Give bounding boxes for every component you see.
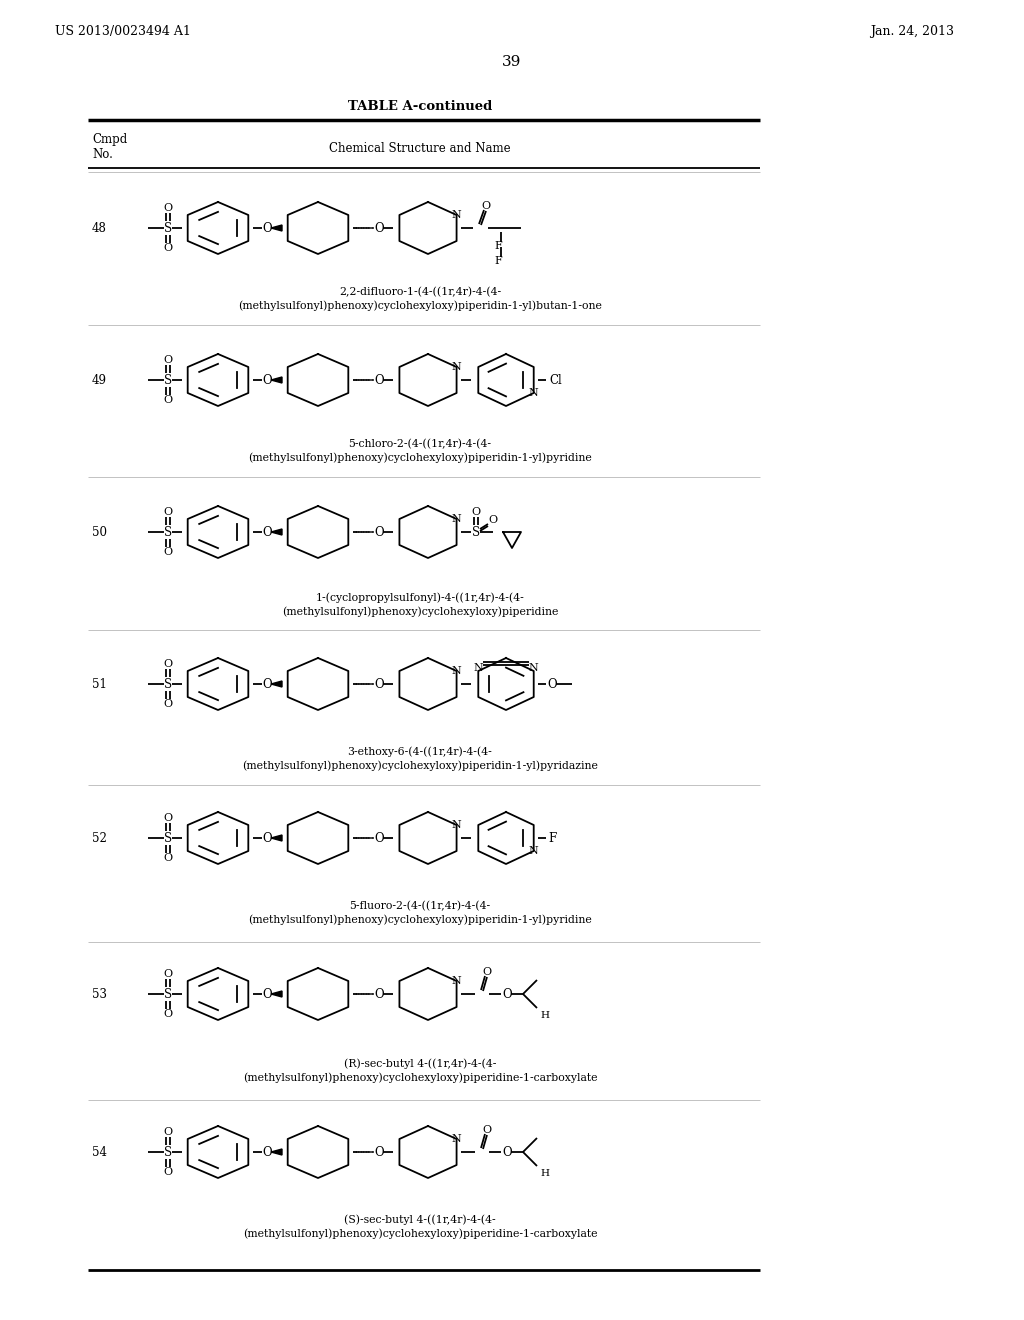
Text: O: O (488, 515, 498, 525)
Text: (methylsulfonyl)phenoxy)cyclohexyloxy)piperidin-1-yl)pyridine: (methylsulfonyl)phenoxy)cyclohexyloxy)pi… (248, 453, 592, 463)
Text: (S)-sec-butyl 4-((1r,4r)-4-(4-: (S)-sec-butyl 4-((1r,4r)-4-(4- (344, 1214, 496, 1225)
Polygon shape (271, 681, 282, 686)
Text: H: H (541, 1170, 550, 1179)
Text: N: N (452, 975, 462, 986)
Text: N: N (452, 667, 462, 676)
Text: O: O (262, 832, 271, 845)
Text: (methylsulfonyl)phenoxy)cyclohexyloxy)piperidin-1-yl)butan-1-one: (methylsulfonyl)phenoxy)cyclohexyloxy)pi… (238, 301, 602, 312)
Text: F: F (495, 242, 502, 251)
Text: No.: No. (92, 149, 113, 161)
Text: O: O (482, 1125, 492, 1135)
Text: 49: 49 (92, 374, 106, 387)
Text: 39: 39 (503, 55, 521, 69)
Text: Chemical Structure and Name: Chemical Structure and Name (329, 141, 511, 154)
Text: S: S (164, 222, 172, 235)
Text: US 2013/0023494 A1: US 2013/0023494 A1 (55, 25, 190, 38)
Text: O: O (482, 968, 492, 977)
Text: 54: 54 (92, 1146, 106, 1159)
Polygon shape (271, 378, 282, 383)
Text: O: O (502, 1146, 512, 1159)
Text: O: O (164, 507, 173, 517)
Polygon shape (271, 529, 282, 535)
Text: 52: 52 (92, 832, 106, 845)
Text: 51: 51 (92, 677, 106, 690)
Text: O: O (164, 395, 173, 405)
Polygon shape (271, 991, 282, 997)
Text: N: N (452, 1134, 462, 1144)
Text: N: N (528, 663, 539, 673)
Text: S: S (164, 525, 172, 539)
Text: O: O (374, 374, 384, 387)
Text: O: O (164, 659, 173, 669)
Text: N: N (452, 820, 462, 830)
Text: N: N (452, 513, 462, 524)
Polygon shape (271, 224, 282, 231)
Text: (methylsulfonyl)phenoxy)cyclohexyloxy)piperidin-1-yl)pyridine: (methylsulfonyl)phenoxy)cyclohexyloxy)pi… (248, 915, 592, 925)
Text: N: N (528, 388, 539, 399)
Text: 5-chloro-2-(4-((1r,4r)-4-(4-: 5-chloro-2-(4-((1r,4r)-4-(4- (348, 438, 492, 449)
Text: O: O (262, 1146, 271, 1159)
Text: (R)-sec-butyl 4-((1r,4r)-4-(4-: (R)-sec-butyl 4-((1r,4r)-4-(4- (344, 1059, 497, 1069)
Text: F: F (495, 256, 502, 267)
Text: Jan. 24, 2013: Jan. 24, 2013 (870, 25, 954, 38)
Text: O: O (374, 525, 384, 539)
Text: S: S (164, 987, 172, 1001)
Text: 48: 48 (92, 222, 106, 235)
Text: O: O (471, 507, 480, 517)
Text: TABLE A-continued: TABLE A-continued (348, 100, 493, 114)
Text: N: N (528, 846, 539, 855)
Polygon shape (271, 1148, 282, 1155)
Text: O: O (547, 677, 557, 690)
Text: O: O (374, 832, 384, 845)
Text: S: S (164, 374, 172, 387)
Text: O: O (262, 222, 271, 235)
Text: S: S (164, 832, 172, 845)
Text: O: O (374, 1146, 384, 1159)
Text: 3-ethoxy-6-(4-((1r,4r)-4-(4-: 3-ethoxy-6-(4-((1r,4r)-4-(4- (347, 747, 493, 758)
Text: O: O (374, 222, 384, 235)
Text: O: O (164, 853, 173, 863)
Text: 2,2-difluoro-1-(4-((1r,4r)-4-(4-: 2,2-difluoro-1-(4-((1r,4r)-4-(4- (339, 286, 501, 297)
Text: S: S (164, 677, 172, 690)
Text: 1-(cyclopropylsulfonyl)-4-((1r,4r)-4-(4-: 1-(cyclopropylsulfonyl)-4-((1r,4r)-4-(4- (315, 593, 524, 603)
Text: (methylsulfonyl)phenoxy)cyclohexyloxy)piperidin-1-yl)pyridazine: (methylsulfonyl)phenoxy)cyclohexyloxy)pi… (242, 760, 598, 771)
Text: N: N (452, 362, 462, 372)
Text: 5-fluoro-2-(4-((1r,4r)-4-(4-: 5-fluoro-2-(4-((1r,4r)-4-(4- (349, 900, 490, 911)
Text: S: S (472, 525, 480, 539)
Text: O: O (481, 201, 490, 211)
Text: O: O (164, 203, 173, 213)
Text: (methylsulfonyl)phenoxy)cyclohexyloxy)piperidine-1-carboxylate: (methylsulfonyl)phenoxy)cyclohexyloxy)pi… (243, 1229, 597, 1239)
Text: N: N (473, 663, 483, 673)
Text: O: O (374, 987, 384, 1001)
Text: O: O (164, 243, 173, 253)
Text: H: H (541, 1011, 550, 1020)
Text: O: O (164, 813, 173, 822)
Polygon shape (271, 836, 282, 841)
Text: O: O (374, 677, 384, 690)
Text: F: F (548, 832, 556, 845)
Text: Cmpd: Cmpd (92, 133, 127, 147)
Text: N: N (452, 210, 462, 220)
Text: (methylsulfonyl)phenoxy)cyclohexyloxy)piperidine: (methylsulfonyl)phenoxy)cyclohexyloxy)pi… (282, 607, 558, 618)
Text: O: O (262, 987, 271, 1001)
Text: O: O (164, 700, 173, 709)
Text: 53: 53 (92, 987, 106, 1001)
Text: Cl: Cl (550, 374, 562, 387)
Text: O: O (164, 1127, 173, 1137)
Text: (methylsulfonyl)phenoxy)cyclohexyloxy)piperidine-1-carboxylate: (methylsulfonyl)phenoxy)cyclohexyloxy)pi… (243, 1073, 597, 1084)
Text: O: O (164, 1008, 173, 1019)
Text: O: O (164, 546, 173, 557)
Text: O: O (262, 525, 271, 539)
Text: O: O (164, 355, 173, 366)
Text: O: O (262, 677, 271, 690)
Text: 50: 50 (92, 525, 106, 539)
Text: O: O (502, 987, 512, 1001)
Text: O: O (164, 969, 173, 979)
Text: O: O (262, 374, 271, 387)
Text: O: O (164, 1167, 173, 1177)
Text: S: S (164, 1146, 172, 1159)
